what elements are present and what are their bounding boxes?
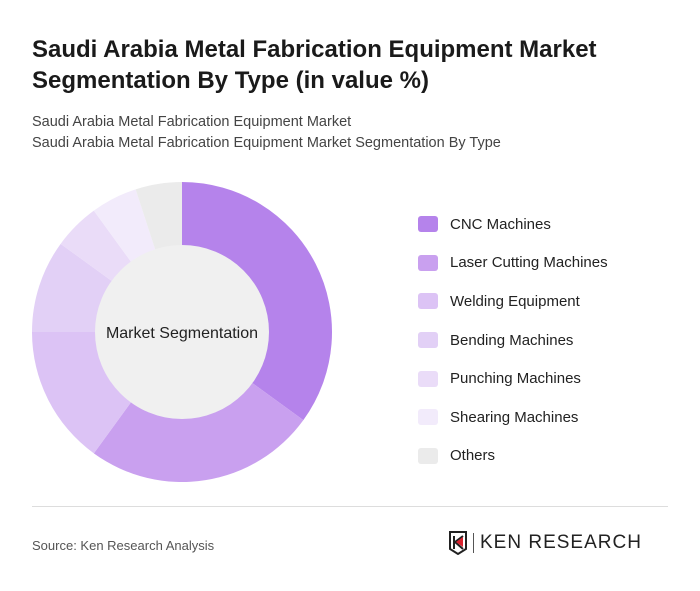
legend-swatch	[418, 409, 438, 426]
legend-item: Others	[418, 437, 608, 476]
legend-label: Welding Equipment	[450, 292, 580, 310]
legend-item: Punching Machines	[418, 359, 608, 398]
legend-swatch	[418, 447, 438, 464]
legend-item: Bending Machines	[418, 321, 608, 360]
legend-item: Laser Cutting Machines	[418, 244, 608, 283]
legend-swatch	[418, 370, 438, 387]
legend-label: Others	[450, 447, 496, 465]
center-label: Market Segmentation	[106, 325, 258, 342]
legend-swatch	[418, 332, 438, 349]
subtitle-market: Saudi Arabia Metal Fabrication Equipment…	[32, 114, 352, 130]
legend-swatch	[418, 216, 438, 233]
legend-label: Shearing Machines	[450, 408, 579, 426]
legend-swatch	[418, 254, 438, 271]
legend-label: Bending Machines	[450, 331, 574, 349]
subtitle-segmentation: Saudi Arabia Metal Fabrication Equipment…	[32, 135, 501, 151]
divider	[32, 506, 668, 507]
legend-item: CNC Machines	[418, 205, 608, 244]
legend-label: CNC Machines	[450, 215, 551, 233]
legend-swatch	[418, 293, 438, 310]
donut-chart: Market Segmentation	[32, 182, 332, 482]
source-note: Source: Ken Research Analysis	[32, 538, 215, 553]
legend-item: Shearing Machines	[418, 398, 608, 437]
legend: CNC Machines Laser Cutting Machines Weldin…	[418, 205, 608, 475]
legend-label: Laser Cutting Machines	[450, 254, 608, 272]
legend-label: Punching Machines	[450, 370, 581, 388]
donut-hole	[95, 245, 269, 419]
chart-title: Saudi Arabia Metal Fabrication Equipment…	[32, 36, 597, 94]
ken-research-logo: KEN RESEARCH	[448, 531, 642, 555]
logo-text: KEN RESEARCH	[480, 532, 642, 553]
legend-item: Welding Equipment	[418, 282, 608, 321]
ken-logo-icon	[449, 531, 467, 555]
